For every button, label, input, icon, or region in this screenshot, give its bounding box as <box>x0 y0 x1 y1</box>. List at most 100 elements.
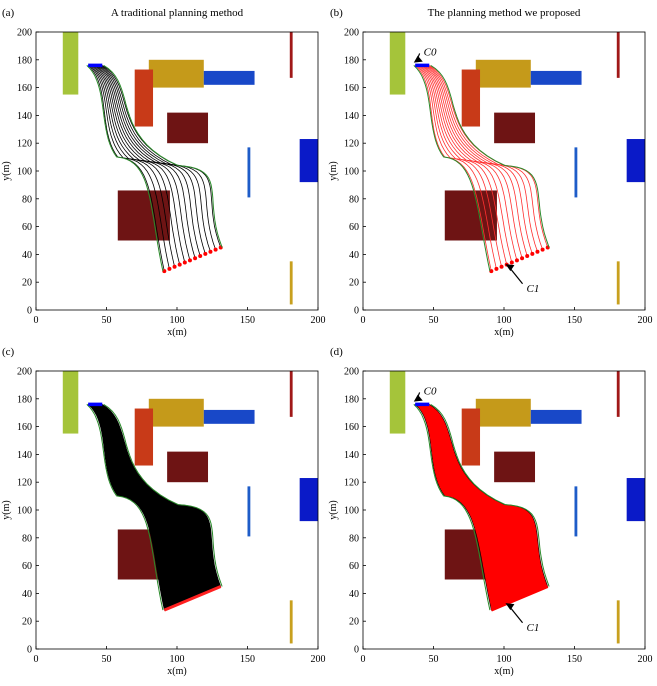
obstacle-4 <box>461 69 481 127</box>
y-tick-label: 200 <box>17 28 32 39</box>
y-tick-label: 20 <box>22 278 32 289</box>
x-tick-label: 150 <box>240 654 255 665</box>
y-tick-label: 160 <box>344 83 359 94</box>
trajectory-8 <box>423 65 528 257</box>
obstacle-4 <box>461 408 481 466</box>
goal-point-2 <box>494 266 499 271</box>
panel-letter: (c) <box>2 346 15 358</box>
y-tick-label: 20 <box>349 278 359 289</box>
obstacle-5 <box>494 451 536 483</box>
boundary-curve-1 <box>86 404 164 611</box>
obstacle-9 <box>626 139 645 183</box>
goal-point-4 <box>177 262 182 267</box>
obstacle-8 <box>247 486 251 537</box>
y-tick-label: 180 <box>17 394 32 405</box>
obstacle-7 <box>289 371 293 417</box>
x-tick-label: 100 <box>497 315 512 326</box>
y-tick-label: 100 <box>17 167 32 178</box>
obstacle-1 <box>62 371 79 434</box>
goal-set <box>490 585 549 612</box>
panel-title: The planning method we proposed <box>428 7 581 19</box>
trajectory-3 <box>417 65 502 267</box>
panel-title: A traditional planning method <box>111 7 244 19</box>
y-tick-label: 100 <box>344 167 359 178</box>
x-tick-label: 0 <box>361 315 366 326</box>
obstacle-5 <box>494 112 536 144</box>
y-tick-label: 160 <box>17 422 32 433</box>
trajectory-11 <box>427 65 543 250</box>
y-tick-label: 0 <box>354 645 359 656</box>
x-tick-label: 200 <box>638 654 653 665</box>
x-tick-label: 0 <box>34 315 39 326</box>
x-tick-label: 50 <box>429 315 439 326</box>
goal-point-10 <box>208 249 213 254</box>
obstacle-8 <box>247 147 251 198</box>
y-tick-label: 0 <box>354 306 359 317</box>
y-tick-label: 40 <box>349 250 359 261</box>
obstacle-7 <box>616 32 620 78</box>
y-tick-label: 20 <box>349 617 359 628</box>
goal-point-1 <box>162 269 167 274</box>
y-tick-label: 200 <box>344 28 359 39</box>
trajectory-3 <box>90 65 175 267</box>
y-tick-label: 120 <box>17 478 32 489</box>
x-tick-label: 150 <box>567 315 582 326</box>
y-tick-label: 60 <box>349 222 359 233</box>
y-tick-label: 80 <box>22 533 32 544</box>
annotation-arrowhead-2 <box>505 264 515 272</box>
trajectory-6 <box>421 65 518 261</box>
x-axis-label: x(m) <box>494 327 513 338</box>
boundary-curve-2 <box>103 64 223 248</box>
x-tick-label: 50 <box>102 315 112 326</box>
x-tick-label: 50 <box>102 654 112 665</box>
goal-point-7 <box>520 256 525 261</box>
obstacle-3 <box>530 70 582 85</box>
y-tick-label: 20 <box>22 617 32 628</box>
x-axis-label: x(m) <box>494 666 513 677</box>
panel-letter: (b) <box>330 7 343 19</box>
y-tick-label: 180 <box>17 55 32 66</box>
goal-point-10 <box>535 249 540 254</box>
trajectory-4 <box>91 65 181 265</box>
trajectory-5 <box>93 65 186 263</box>
y-tick-label: 200 <box>17 367 32 378</box>
obstacle-9 <box>299 139 318 183</box>
y-tick-label: 120 <box>344 139 359 150</box>
obstacle-3 <box>203 70 255 85</box>
obstacle-10 <box>289 600 293 644</box>
obstacle-5 <box>167 451 209 483</box>
obstacle-2 <box>148 59 204 88</box>
y-tick-label: 40 <box>22 250 32 261</box>
x-tick-label: 100 <box>170 315 185 326</box>
x-axis-label: x(m) <box>167 327 186 338</box>
obstacle-6 <box>117 190 170 241</box>
boundary-curve-1 <box>86 65 164 272</box>
panel-letter: (a) <box>2 7 15 19</box>
obstacle-3 <box>203 409 255 424</box>
y-tick-label: 160 <box>344 422 359 433</box>
x-tick-label: 100 <box>497 654 512 665</box>
goal-point-8 <box>525 254 530 259</box>
y-tick-label: 80 <box>349 533 359 544</box>
annotation-arrowhead-1 <box>413 394 423 402</box>
trajectory-10 <box>426 65 538 252</box>
x-tick-label: 200 <box>638 315 653 326</box>
trajectory-4 <box>418 65 508 265</box>
x-tick-label: 150 <box>567 654 582 665</box>
y-tick-label: 100 <box>17 506 32 517</box>
obstacle-9 <box>299 478 318 522</box>
y-tick-label: 180 <box>344 55 359 66</box>
panel-b: (b) The planning method we proposed C0 C1 0 5… <box>328 7 653 338</box>
y-tick-label: 140 <box>344 111 359 122</box>
trajectory-10 <box>99 65 211 252</box>
obstacle-8 <box>574 147 578 198</box>
obstacle-10 <box>616 261 620 305</box>
y-tick-label: 60 <box>22 222 32 233</box>
goal-point-11 <box>213 247 218 252</box>
obstacle-8 <box>574 486 578 537</box>
y-tick-label: 140 <box>344 450 359 461</box>
x-tick-label: 100 <box>170 654 185 665</box>
goal-point-5 <box>182 260 187 265</box>
y-tick-label: 40 <box>349 589 359 600</box>
annotation-label-1: C0 <box>424 46 437 58</box>
